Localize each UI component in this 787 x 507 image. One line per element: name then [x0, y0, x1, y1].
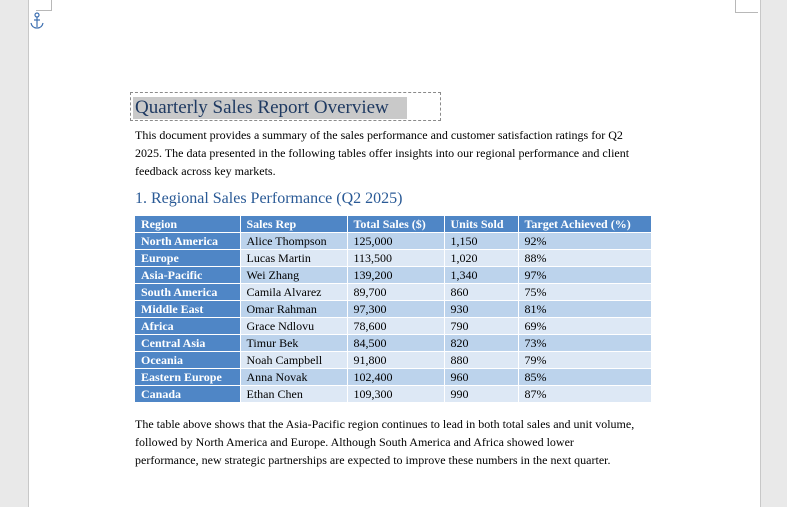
- total-sales-cell: 89,700: [346, 283, 444, 301]
- table-row: Central Asia Timur Bek 84,500 820 73%: [135, 334, 651, 352]
- sales-rep-cell: Anna Novak: [239, 368, 347, 386]
- document-title[interactable]: Quarterly Sales Report Overview: [133, 97, 407, 119]
- region-cell: North America: [135, 232, 240, 250]
- total-sales-cell: 139,200: [346, 266, 444, 284]
- title-text-box[interactable]: [130, 92, 441, 121]
- units-sold-cell: 1,150: [443, 232, 518, 250]
- anchor-icon[interactable]: [29, 12, 45, 30]
- margin-corner-mark-left: [36, 0, 52, 11]
- total-sales-cell: 84,500: [346, 334, 444, 352]
- sales-rep-cell: Timur Bek: [239, 334, 347, 352]
- table-row: South America Camila Alvarez 89,700 860 …: [135, 283, 651, 301]
- table-row: Canada Ethan Chen 109,300 990 87%: [135, 385, 651, 402]
- region-cell: Middle East: [135, 300, 240, 318]
- target-achieved-cell: 73%: [517, 334, 651, 352]
- section-heading: 1. Regional Sales Performance (Q2 2025): [135, 190, 403, 207]
- sales-rep-cell: Ethan Chen: [239, 385, 347, 402]
- sales-rep-cell: Lucas Martin: [239, 249, 347, 267]
- regional-sales-table: Region Sales Rep Total Sales ($) Units S…: [135, 216, 651, 402]
- region-cell: Canada: [135, 385, 240, 402]
- region-cell: Africa: [135, 317, 240, 335]
- total-sales-cell: 91,800: [346, 351, 444, 369]
- units-sold-cell: 930: [443, 300, 518, 318]
- header-target-achieved: Target Achieved (%): [517, 216, 651, 233]
- sales-rep-cell: Grace Ndlovu: [239, 317, 347, 335]
- units-sold-cell: 1,340: [443, 266, 518, 284]
- intro-paragraph: This document provides a summary of the …: [135, 128, 630, 178]
- target-achieved-cell: 87%: [517, 385, 651, 402]
- table-row: Middle East Omar Rahman 97,300 930 81%: [135, 300, 651, 318]
- target-achieved-cell: 69%: [517, 317, 651, 335]
- region-cell: South America: [135, 283, 240, 301]
- target-achieved-cell: 75%: [517, 283, 651, 301]
- table-row: North America Alice Thompson 125,000 1,1…: [135, 232, 651, 250]
- units-sold-cell: 990: [443, 385, 518, 402]
- total-sales-cell: 125,000: [346, 232, 444, 250]
- units-sold-cell: 1,020: [443, 249, 518, 267]
- units-sold-cell: 860: [443, 283, 518, 301]
- target-achieved-cell: 81%: [517, 300, 651, 318]
- region-cell: Central Asia: [135, 334, 240, 352]
- target-achieved-cell: 92%: [517, 232, 651, 250]
- table-row: Europe Lucas Martin 113,500 1,020 88%: [135, 249, 651, 267]
- total-sales-cell: 78,600: [346, 317, 444, 335]
- table-header-row: Region Sales Rep Total Sales ($) Units S…: [135, 216, 651, 233]
- region-cell: Oceania: [135, 351, 240, 369]
- target-achieved-cell: 79%: [517, 351, 651, 369]
- region-cell: Eastern Europe: [135, 368, 240, 386]
- units-sold-cell: 790: [443, 317, 518, 335]
- table-row: Oceania Noah Campbell 91,800 880 79%: [135, 351, 651, 369]
- total-sales-cell: 102,400: [346, 368, 444, 386]
- total-sales-cell: 113,500: [346, 249, 444, 267]
- target-achieved-cell: 88%: [517, 249, 651, 267]
- total-sales-cell: 97,300: [346, 300, 444, 318]
- table-row: Africa Grace Ndlovu 78,600 790 69%: [135, 317, 651, 335]
- header-total-sales: Total Sales ($): [346, 216, 444, 233]
- header-sales-rep: Sales Rep: [239, 216, 347, 233]
- margin-corner-mark-right: [735, 0, 758, 13]
- conclusion-paragraph: The table above shows that the Asia-Paci…: [135, 417, 635, 467]
- table-row: Asia-Pacific Wei Zhang 139,200 1,340 97%: [135, 266, 651, 284]
- target-achieved-cell: 97%: [517, 266, 651, 284]
- header-region: Region: [135, 216, 240, 233]
- units-sold-cell: 960: [443, 368, 518, 386]
- region-cell: Europe: [135, 249, 240, 267]
- total-sales-cell: 109,300: [346, 385, 444, 402]
- region-cell: Asia-Pacific: [135, 266, 240, 284]
- sales-rep-cell: Noah Campbell: [239, 351, 347, 369]
- units-sold-cell: 880: [443, 351, 518, 369]
- sales-rep-cell: Wei Zhang: [239, 266, 347, 284]
- units-sold-cell: 820: [443, 334, 518, 352]
- sales-rep-cell: Alice Thompson: [239, 232, 347, 250]
- sales-rep-cell: Omar Rahman: [239, 300, 347, 318]
- target-achieved-cell: 85%: [517, 368, 651, 386]
- table-row: Eastern Europe Anna Novak 102,400 960 85…: [135, 368, 651, 386]
- sales-rep-cell: Camila Alvarez: [239, 283, 347, 301]
- header-units-sold: Units Sold: [443, 216, 518, 233]
